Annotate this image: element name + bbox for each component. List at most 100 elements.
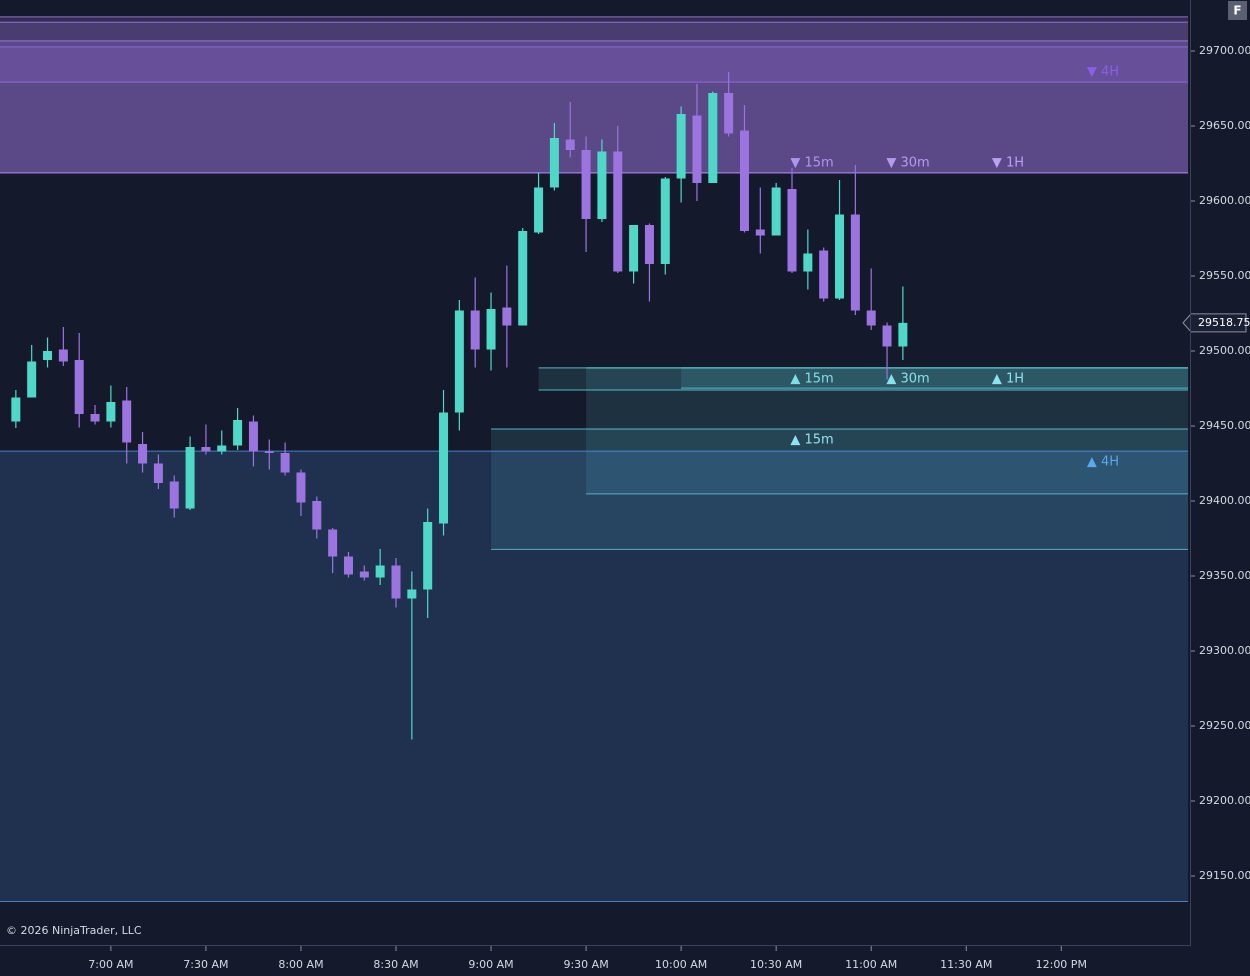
y-tick-label: 29650.00 (1199, 119, 1250, 132)
candle-body (122, 400, 132, 443)
price-tag-label: 29518.75 (1198, 316, 1250, 329)
candle-body (549, 138, 559, 188)
candle-body (138, 444, 148, 464)
zone (0, 16, 1188, 173)
candle-body (771, 187, 781, 236)
candle-body (692, 115, 702, 183)
badge[interactable]: F (1233, 4, 1241, 18)
y-tick-label: 29300.00 (1199, 644, 1250, 657)
candle-body (676, 114, 686, 179)
x-tick-label: 9:00 AM (468, 958, 513, 971)
y-tick-label: 29350.00 (1199, 569, 1250, 582)
candle-body (660, 178, 670, 264)
candles (11, 72, 908, 740)
candle-body (201, 447, 211, 452)
zone-label: ▲ 15m (790, 371, 833, 386)
zones: ▼ 15m ▼ 30m ▼ 1H ▼ 4H ▲ 15m ▲ 30m ▲ 1H ▲ 15m ▲ 4… (0, 16, 1188, 902)
candle-body (58, 349, 68, 362)
candle-body (866, 310, 876, 326)
badge-box[interactable] (1228, 1, 1247, 20)
candle-body (185, 447, 195, 509)
zone-label: ▲ 4H (1087, 455, 1119, 470)
candle-body (74, 360, 84, 414)
candle-body (502, 307, 512, 326)
candle-body (312, 501, 322, 530)
candle-body (391, 565, 401, 599)
candle-body (27, 361, 37, 398)
candle-body (850, 214, 860, 311)
zone (538, 367, 1188, 390)
candle-body (470, 310, 480, 350)
price-tag (1182, 313, 1247, 333)
zone-label: ▼ 4H (1087, 65, 1119, 80)
zone (681, 367, 1188, 389)
candle-body (803, 253, 813, 272)
candle-body (217, 445, 227, 452)
candle-body (518, 231, 528, 326)
y-tick-label: 29150.00 (1199, 869, 1250, 882)
zone (0, 46, 1188, 83)
zone-label: ▼ 1H (992, 155, 1024, 170)
candle-body (644, 225, 654, 264)
x-tick-label: 7:30 AM (183, 958, 228, 971)
candle-body (407, 589, 417, 599)
candle-body (565, 139, 575, 150)
candle-body (724, 93, 734, 134)
x-tick-label: 9:30 AM (563, 958, 608, 971)
candle-body (819, 250, 829, 299)
candle-body (629, 225, 639, 272)
x-tick-label: 8:00 AM (278, 958, 323, 971)
candle-body (486, 309, 496, 350)
candle-body (153, 463, 163, 483)
candle-body (454, 310, 464, 413)
y-tick-label: 29250.00 (1199, 719, 1250, 732)
candle-body (11, 397, 21, 422)
candle-body (597, 151, 607, 219)
candle-body (882, 325, 892, 347)
candle-body (169, 481, 179, 509)
x-tick-label: 7:00 AM (88, 958, 133, 971)
zone (491, 429, 1188, 550)
candle-body (423, 522, 433, 590)
y-tick-label: 29500.00 (1199, 344, 1250, 357)
candle-body (613, 151, 623, 272)
x-tick-label: 11:00 AM (845, 958, 897, 971)
zone-label: ▲ 1H (992, 371, 1024, 386)
axes: 29150.00 29200.00 29250.00 29300.00 29350.00… (88, 44, 1250, 971)
zone-label: ▼ 30m (886, 155, 929, 170)
candle-body (739, 130, 749, 231)
candle-body (233, 420, 243, 446)
candle-body (328, 529, 338, 557)
candle-body (534, 187, 544, 233)
copyright: © 2026 NinjaTrader, LLC (6, 924, 142, 937)
x-tick-label: 11:30 AM (940, 958, 992, 971)
candle-body (755, 229, 765, 236)
zone (0, 40, 1188, 173)
y-tick-label: 29600.00 (1199, 194, 1250, 207)
zone (586, 367, 1188, 494)
x-tick-label: 8:30 AM (373, 958, 418, 971)
y-tick-label: 29400.00 (1199, 494, 1250, 507)
candle-body (343, 556, 353, 575)
x-tick-label: 10:00 AM (655, 958, 707, 971)
y-tick-label: 29550.00 (1199, 269, 1250, 282)
zone-label: ▲ 30m (886, 371, 929, 386)
candle-body (90, 414, 100, 422)
candle-body (264, 451, 274, 453)
x-tick-label: 12:00 PM (1036, 958, 1087, 971)
candle-body (43, 351, 53, 360)
zone (0, 451, 1188, 902)
candle-body (280, 453, 290, 473)
y-tick-label: 29700.00 (1199, 44, 1250, 57)
candle-body (375, 565, 385, 578)
y-tick-label: 29200.00 (1199, 794, 1250, 807)
candle-body (296, 472, 306, 503)
candle-body (581, 150, 591, 219)
y-tick-label: 29450.00 (1199, 419, 1250, 432)
candle-body (106, 402, 116, 422)
candle-body (835, 214, 845, 299)
zone-label: ▲ 15m (790, 433, 833, 448)
candle-body (359, 571, 369, 578)
